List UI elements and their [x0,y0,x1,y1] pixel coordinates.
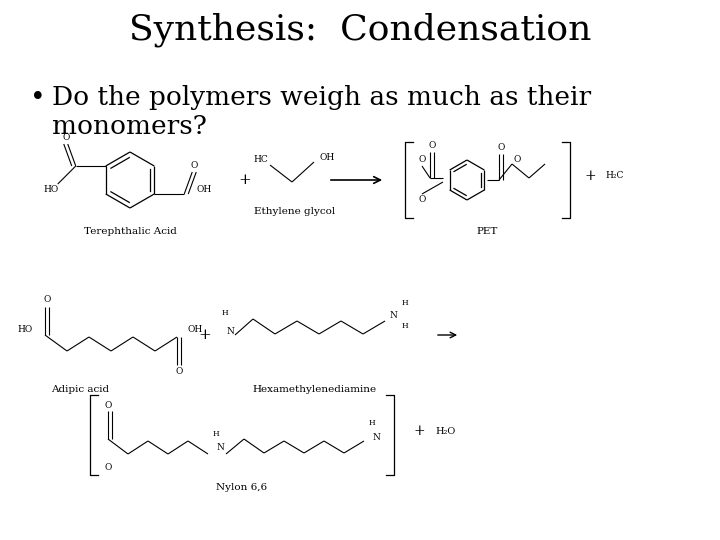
Text: +: + [584,169,596,183]
Text: Nylon 6,6: Nylon 6,6 [217,483,268,491]
Text: O: O [62,133,69,143]
Text: N: N [216,443,224,453]
Text: H₂O: H₂O [436,427,456,435]
Text: Ethylene glycol: Ethylene glycol [254,207,336,217]
Text: HC: HC [253,156,268,165]
Text: Terephthalic Acid: Terephthalic Acid [84,227,176,237]
Text: H₂C: H₂C [606,172,624,180]
Text: O: O [104,401,112,409]
Text: O: O [513,156,521,165]
Text: HO: HO [18,325,33,334]
Text: O: O [175,368,183,376]
Text: +: + [413,424,425,438]
Text: H: H [212,430,220,438]
Text: Do the polymers weigh as much as their
monomers?: Do the polymers weigh as much as their m… [52,85,591,139]
Text: H: H [222,309,228,317]
Text: O: O [104,462,112,471]
Text: OH: OH [187,325,202,334]
Text: H: H [369,419,375,427]
Text: O: O [43,295,50,305]
Text: H: H [402,299,408,307]
Text: Adipic acid: Adipic acid [51,386,109,395]
Text: Synthesis:  Condensation: Synthesis: Condensation [129,13,591,48]
Text: N: N [226,327,234,335]
Text: O: O [191,161,198,171]
Text: O: O [418,156,426,165]
Text: O: O [428,141,436,151]
Text: PET: PET [477,227,498,237]
Text: O: O [418,195,426,205]
Text: +: + [238,173,251,187]
Text: •: • [30,85,45,110]
Text: Hexamethylenediamine: Hexamethylenediamine [253,386,377,395]
Text: O: O [498,144,505,152]
Text: N: N [389,310,397,320]
Text: N: N [372,433,380,442]
Text: HO: HO [43,186,58,194]
Text: OH: OH [197,186,212,194]
Text: +: + [199,328,212,342]
Text: OH: OH [320,152,336,161]
Text: H: H [402,322,408,330]
